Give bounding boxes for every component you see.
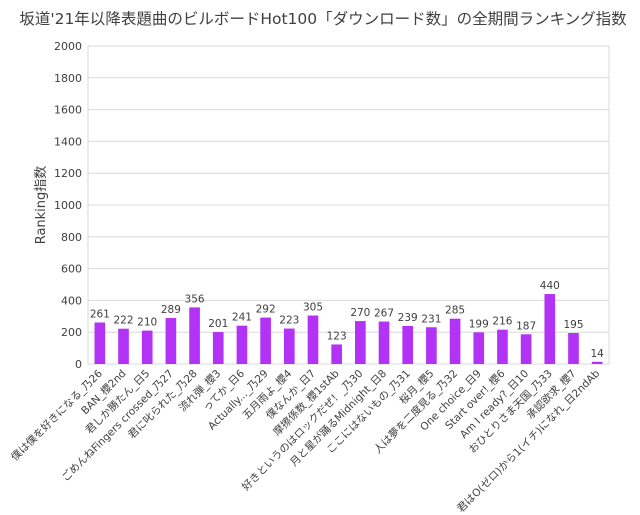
bar (141, 330, 153, 364)
data-label: 241 (232, 312, 252, 324)
data-label: 239 (398, 312, 418, 324)
bar (449, 318, 461, 364)
y-tick-label: 200 (61, 326, 82, 339)
data-label: 267 (374, 308, 394, 320)
bar (165, 318, 177, 364)
y-axis-label: Ranking指数 (34, 166, 49, 245)
data-label: 231 (421, 313, 441, 325)
data-label: 223 (279, 315, 299, 327)
chart-title: 坂道'21年以降表題曲のビルボードHot100「ダウンロード数」の全期間ランキン… (19, 10, 627, 28)
data-label: 201 (208, 318, 228, 330)
y-tick-label: 0 (75, 358, 82, 371)
y-tick-label: 1600 (54, 104, 82, 117)
bar (307, 315, 319, 364)
y-tick-label: 1800 (54, 72, 82, 85)
y-tick-label: 2000 (54, 40, 82, 53)
bar (260, 317, 271, 364)
data-label: 440 (540, 280, 560, 292)
y-tick-label: 1000 (54, 199, 82, 212)
bar (568, 332, 579, 364)
data-label: 216 (492, 316, 512, 328)
bar (355, 321, 366, 364)
bar (331, 344, 342, 364)
bar (591, 361, 603, 364)
data-label: 285 (445, 305, 465, 317)
data-label: 14 (590, 348, 604, 360)
bar (94, 322, 106, 364)
data-label: 222 (113, 315, 133, 327)
data-label: 305 (303, 302, 323, 314)
bar (473, 332, 485, 364)
bar (118, 328, 129, 364)
data-label: 270 (350, 307, 370, 319)
y-tick-label: 400 (61, 294, 82, 307)
y-tick-label: 1200 (54, 167, 82, 180)
bar (497, 329, 508, 364)
bar (520, 334, 532, 364)
data-label: 210 (137, 317, 157, 329)
data-label: 199 (469, 318, 489, 330)
data-label: 289 (161, 304, 181, 316)
data-label: 356 (185, 293, 205, 305)
data-label: 261 (90, 309, 110, 321)
data-label: 123 (327, 330, 347, 342)
data-label: 292 (256, 304, 276, 316)
data-label: 195 (563, 319, 583, 331)
y-tick-label: 1400 (54, 135, 82, 148)
data-label: 187 (516, 320, 536, 332)
y-tick-label: 800 (61, 231, 82, 244)
bar (378, 321, 390, 364)
bar (426, 327, 437, 364)
bar (236, 325, 248, 364)
bar (283, 328, 295, 364)
bars: 261僕は僕を好きになる_乃26222BAN_櫻2nd210君しか勝たん_日52… (8, 280, 604, 515)
y-tick-label: 600 (61, 263, 82, 276)
plot-area (87, 45, 610, 365)
bar (189, 307, 200, 364)
bar (544, 294, 556, 364)
bar (402, 325, 414, 364)
bar (212, 332, 224, 364)
